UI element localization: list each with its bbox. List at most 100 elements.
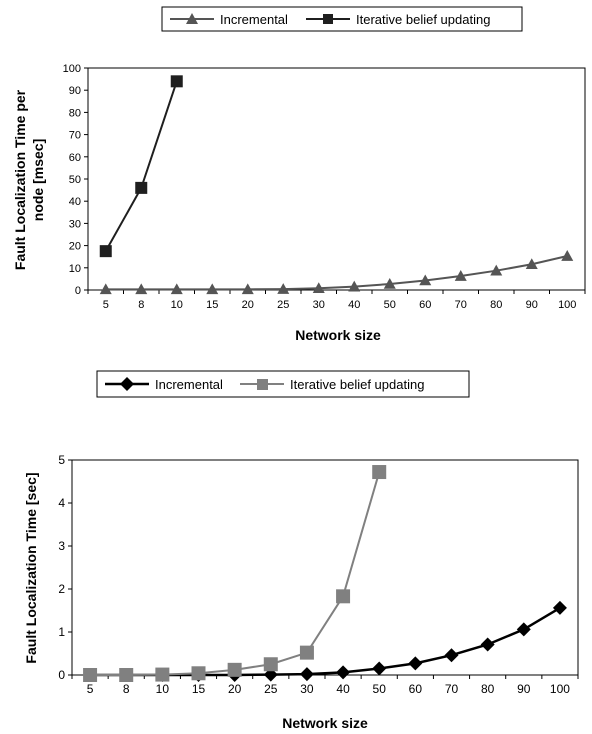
chart-1-xtick-label: 8 xyxy=(138,299,144,311)
chart-2-xtick-label: 90 xyxy=(517,682,531,696)
chart-1-ytick-label: 70 xyxy=(69,130,81,142)
chart-1-series-0-point xyxy=(99,283,112,295)
chart-1: Incremental Iterative belief updating Fa… xyxy=(12,6,586,343)
chart-1-ylabel-line2: node [msec] xyxy=(30,139,46,221)
chart-1-legend-marker-1 xyxy=(323,14,333,24)
chart-1-series-0-point xyxy=(135,283,148,295)
chart-1-series-0-point xyxy=(241,283,254,295)
chart-2-series-1-point xyxy=(227,662,242,677)
chart-2-series-0-point xyxy=(552,600,567,615)
chart-1-ytick-label: 0 xyxy=(75,285,81,297)
chart-1-series-0-point xyxy=(525,258,538,270)
chart-2-plot-area xyxy=(71,459,579,676)
chart-1-xtick-label: 30 xyxy=(313,299,325,311)
chart-2-series-0-point xyxy=(480,637,495,652)
chart-1-series-0-point xyxy=(312,282,325,294)
chart-1-xtick-label: 15 xyxy=(206,299,218,311)
chart-2-series-1-point xyxy=(336,589,351,604)
chart-1-ylabel-line1: Fault Localization Time per xyxy=(12,89,28,270)
chart-1-series-1-point xyxy=(170,75,183,88)
chart-2-xtick-label: 8 xyxy=(123,682,130,696)
chart-1-xtick-label: 50 xyxy=(384,299,396,311)
chart-2-legend-marker-0 xyxy=(120,377,134,391)
chart-2-series-1-point xyxy=(191,666,206,681)
chart-1-series-0-point xyxy=(419,274,432,286)
chart-1-series-0-point xyxy=(348,280,361,292)
chart-2-xtick-label: 100 xyxy=(550,682,570,696)
chart-2-xtick-label: 80 xyxy=(481,682,495,696)
chart-2-xtick-label: 15 xyxy=(192,682,206,696)
chart-2-xtick-label: 20 xyxy=(228,682,242,696)
chart-2-series-1-point xyxy=(119,668,134,682)
chart-2-series-1-point xyxy=(83,668,98,682)
chart-2-series xyxy=(83,465,567,682)
chart-2-series-1-point xyxy=(372,465,387,480)
chart-1-xtick-label: 20 xyxy=(242,299,254,311)
chart-1-ytick-label: 30 xyxy=(69,218,81,230)
chart-1-xtick-label: 40 xyxy=(348,299,360,311)
chart-1-xtick-label: 10 xyxy=(171,299,183,311)
chart-2-xtick-label: 30 xyxy=(300,682,314,696)
chart-1-xtick-label: 70 xyxy=(455,299,467,311)
chart-2-series-1-point xyxy=(155,667,170,682)
chart-2-axes: 0 1 2 3 4 5 5 8 10 15 20 25 30 40 50 60 70 80 90 100 xyxy=(58,453,579,696)
chart-1-series-0-point xyxy=(170,283,183,295)
chart-1-series-0-point xyxy=(454,270,467,281)
chart-1-ytick-label: 60 xyxy=(69,152,81,164)
chart-1-ytick-label: 20 xyxy=(69,241,81,253)
chart-1-series xyxy=(99,75,574,295)
chart-1-ytick-label: 40 xyxy=(69,196,81,208)
chart-1-xlabel: Network size xyxy=(295,327,381,343)
chart-2-legend-label-1: Iterative belief updating xyxy=(290,377,424,392)
chart-1-xtick-label: 100 xyxy=(558,299,576,311)
chart-1-series-0-point xyxy=(490,264,503,276)
chart-2-series-0-point xyxy=(408,656,423,671)
chart-1-ytick-label: 90 xyxy=(69,85,81,97)
chart-2-series-0-point xyxy=(299,667,314,682)
chart-1-series-0-point xyxy=(206,283,219,295)
chart-1-series-0-point xyxy=(383,278,396,289)
chart-2-series-1-point xyxy=(263,657,278,672)
chart-2-ylabel: Fault Localization Time [sec] xyxy=(23,472,39,663)
chart-2-xtick-label: 10 xyxy=(156,682,170,696)
chart-2-series-0-point xyxy=(516,622,531,637)
chart-1-xtick-label: 5 xyxy=(103,299,109,311)
chart-2-ytick-label: 5 xyxy=(58,453,65,467)
chart-2-ytick-label: 4 xyxy=(58,496,65,510)
chart-2-series-0-point xyxy=(336,665,351,680)
chart-2-ytick-label: 2 xyxy=(58,582,65,596)
chart-1-xtick-label: 90 xyxy=(526,299,538,311)
chart-1-plot-area xyxy=(87,67,586,291)
chart-1-xtick-label: 25 xyxy=(277,299,289,311)
chart-1-ytick-label: 100 xyxy=(63,63,81,75)
chart-1-ytick-label: 10 xyxy=(69,263,81,275)
chart-1-legend-marker-0 xyxy=(186,13,198,24)
chart-1-legend: Incremental Iterative belief updating xyxy=(161,6,523,32)
chart-2-ytick-label: 0 xyxy=(58,668,65,682)
chart-2-xtick-label: 5 xyxy=(87,682,94,696)
chart-1-series-1-point xyxy=(99,245,112,258)
chart-2-xtick-label: 40 xyxy=(336,682,350,696)
chart-1-axes: 0 10 20 30 40 50 60 70 80 90 100 5 8 10 15 20 25 30 40 50 60… xyxy=(63,63,586,311)
chart-2-series-0-point xyxy=(444,648,459,663)
chart-1-series-0-point xyxy=(277,283,290,294)
chart-1-legend-label-1: Iterative belief updating xyxy=(356,12,490,27)
chart-2: Incremental Iterative belief updating Fa… xyxy=(23,370,579,731)
chart-2-xtick-label: 25 xyxy=(264,682,278,696)
chart-2-series-1-point xyxy=(299,645,314,660)
chart-2-xtick-label: 70 xyxy=(445,682,459,696)
chart-2-xlabel: Network size xyxy=(282,715,368,731)
chart-2-xtick-label: 60 xyxy=(409,682,423,696)
chart-1-series-0-point xyxy=(561,250,574,261)
chart-2-legend-label-0: Incremental xyxy=(155,377,223,392)
chart-1-ytick-label: 50 xyxy=(69,174,81,186)
chart-1-xtick-label: 80 xyxy=(490,299,502,311)
chart-1-xtick-label: 60 xyxy=(419,299,431,311)
chart-2-ytick-label: 1 xyxy=(58,625,65,639)
chart-1-legend-label-0: Incremental xyxy=(220,12,288,27)
chart-2-legend: Incremental Iterative belief updating xyxy=(96,370,470,398)
chart-1-ytick-label: 80 xyxy=(69,107,81,119)
chart-2-series-0-point xyxy=(372,661,387,676)
chart-1-series-1-point xyxy=(135,181,148,194)
